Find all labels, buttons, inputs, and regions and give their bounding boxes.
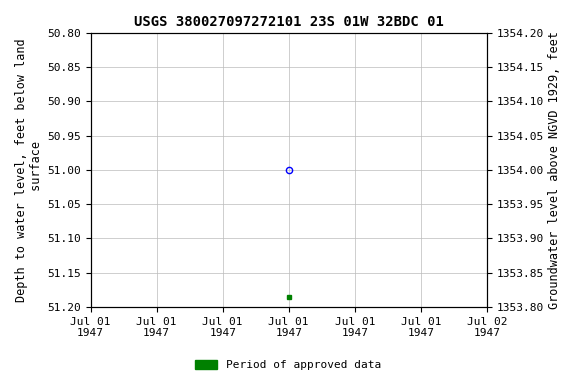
Y-axis label: Groundwater level above NGVD 1929, feet: Groundwater level above NGVD 1929, feet xyxy=(548,31,561,309)
Legend: Period of approved data: Period of approved data xyxy=(191,356,385,375)
Y-axis label: Depth to water level, feet below land
 surface: Depth to water level, feet below land su… xyxy=(15,38,43,302)
Title: USGS 380027097272101 23S 01W 32BDC 01: USGS 380027097272101 23S 01W 32BDC 01 xyxy=(134,15,444,29)
